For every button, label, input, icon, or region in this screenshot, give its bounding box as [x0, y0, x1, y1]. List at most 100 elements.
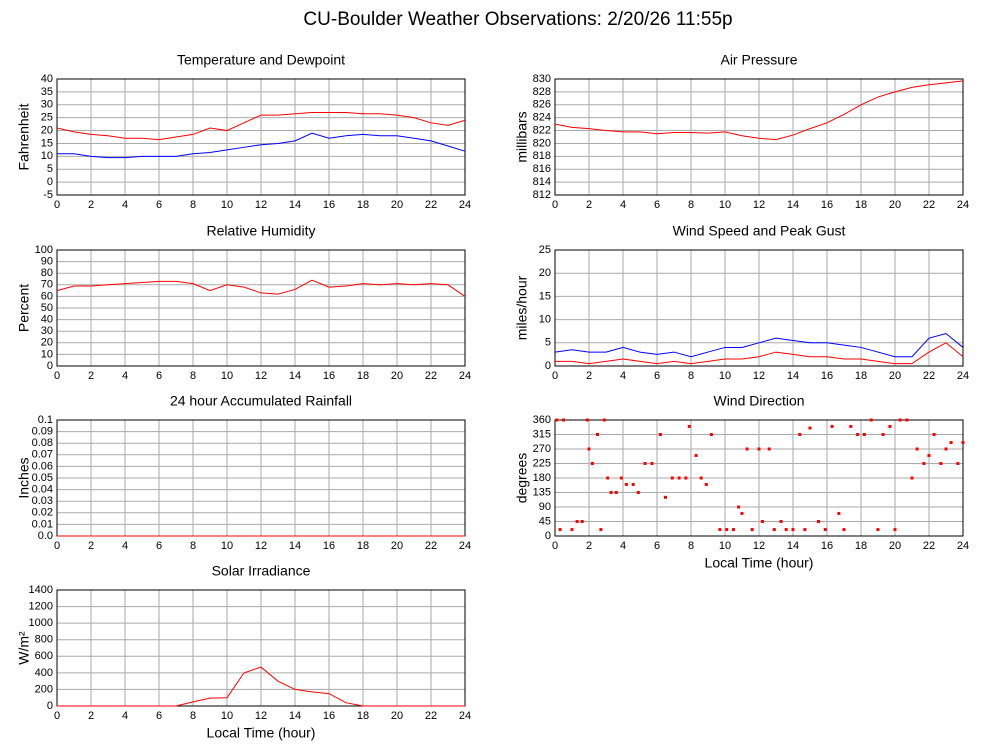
y-tick-label: 15 [41, 137, 53, 149]
x-tick-label: 0 [54, 710, 60, 722]
x-tick-label: 22 [425, 370, 437, 382]
data-point [939, 462, 943, 465]
data-point [585, 418, 589, 422]
data-point [767, 447, 771, 451]
y-tick-label: 25 [539, 244, 551, 256]
y-tick-label: 600 [35, 650, 53, 662]
x-tick-label: 24 [957, 370, 969, 382]
data-point [732, 528, 735, 532]
data-point [704, 482, 708, 486]
data-point [944, 447, 948, 451]
x-tick-label: 14 [289, 540, 301, 552]
y-tick-label: 80 [41, 267, 53, 279]
data-point [784, 528, 788, 532]
y-tick-label: 818 [533, 150, 551, 162]
y-tick-label: 15 [539, 290, 551, 302]
data-point [575, 520, 579, 523]
x-tick-label: 8 [688, 540, 694, 552]
x-tick-label: 22 [425, 710, 437, 722]
y-tick-label: 200 [35, 683, 53, 695]
y-tick-label: 822 [533, 124, 551, 136]
y-tick-label: 90 [41, 256, 53, 268]
y-tick-label: 270 [533, 443, 551, 455]
chart-title: Air Pressure [720, 52, 797, 68]
data-point [772, 528, 776, 532]
data-point [725, 528, 729, 532]
x-tick-label: 18 [357, 370, 369, 382]
y-tick-label: 10 [41, 348, 53, 360]
y-tick-label: 70 [41, 279, 53, 291]
x-tick-label: 2 [88, 199, 94, 211]
y-tick-label: 135 [533, 486, 551, 498]
x-tick-label: 12 [753, 199, 765, 211]
chart-title: Wind Speed and Peak Gust [673, 223, 846, 239]
x-tick-label: 6 [156, 370, 162, 382]
x-tick-label: 0 [54, 370, 60, 382]
data-point [670, 476, 674, 480]
y-tick-label: 0.04 [32, 484, 53, 496]
y-tick-label: 90 [539, 501, 551, 513]
chart-title: Relative Humidity [207, 223, 316, 239]
y-axis-label: Fahrenheit [16, 103, 32, 170]
x-tick-label: 6 [156, 710, 162, 722]
y-tick-label: 315 [533, 428, 551, 440]
data-point [888, 424, 892, 428]
x-tick-label: 8 [688, 199, 694, 211]
data-point [842, 528, 846, 532]
y-tick-label: 5 [47, 163, 53, 175]
x-tick-label: 24 [957, 199, 969, 211]
y-tick-label: 30 [41, 325, 53, 337]
x-tick-label: 0 [552, 540, 558, 552]
x-tick-label: 10 [221, 199, 233, 211]
y-axis-label: millibars [514, 111, 530, 162]
x-tick-label: 8 [190, 710, 196, 722]
x-tick-label: 4 [620, 199, 626, 211]
chart-title: Wind Direction [713, 393, 804, 409]
x-tick-label: 4 [620, 540, 626, 552]
data-point [893, 528, 897, 532]
data-point [602, 418, 606, 422]
y-tick-label: 45 [539, 515, 551, 527]
x-tick-label: 22 [425, 540, 437, 552]
x-tick-label: 20 [889, 370, 901, 382]
y-tick-label: 360 [533, 414, 551, 426]
x-tick-label: 6 [156, 199, 162, 211]
data-point [580, 520, 584, 523]
y-tick-label: 5 [545, 337, 551, 349]
x-tick-label: 4 [122, 540, 128, 552]
x-tick-label: 14 [289, 710, 301, 722]
x-tick-label: 20 [391, 540, 403, 552]
y-tick-label: 800 [35, 634, 53, 646]
data-point [677, 476, 681, 480]
plot-frame [554, 78, 964, 196]
data-point [922, 462, 926, 465]
data-point [737, 505, 741, 509]
page-title: CU-Boulder Weather Observations: 2/20/26… [303, 9, 732, 30]
data-point [862, 433, 866, 436]
x-tick-label: 14 [787, 199, 799, 211]
x-axis-label: Local Time (hour) [705, 555, 814, 571]
y-tick-label: 20 [41, 124, 53, 136]
chart-title: Solar Irradiance [212, 563, 311, 579]
y-tick-label: 0.09 [32, 426, 53, 438]
x-tick-label: 2 [88, 540, 94, 552]
data-point [803, 528, 807, 532]
data-point [718, 528, 722, 532]
y-tick-label: 814 [533, 176, 551, 188]
data-point [823, 528, 827, 532]
x-tick-label: 18 [855, 540, 867, 552]
x-tick-label: 20 [391, 199, 403, 211]
x-tick-label: 14 [787, 540, 799, 552]
data-point [664, 495, 667, 499]
y-axis-label: W/m² [16, 631, 32, 665]
data-point [849, 424, 853, 428]
y-tick-label: 40 [41, 314, 53, 326]
data-point [590, 462, 594, 465]
data-point [658, 433, 662, 436]
x-tick-label: 22 [923, 540, 935, 552]
x-tick-label: 4 [122, 710, 128, 722]
x-tick-label: 14 [787, 370, 799, 382]
y-tick-label: 0 [545, 360, 551, 372]
x-tick-label: 8 [190, 370, 196, 382]
